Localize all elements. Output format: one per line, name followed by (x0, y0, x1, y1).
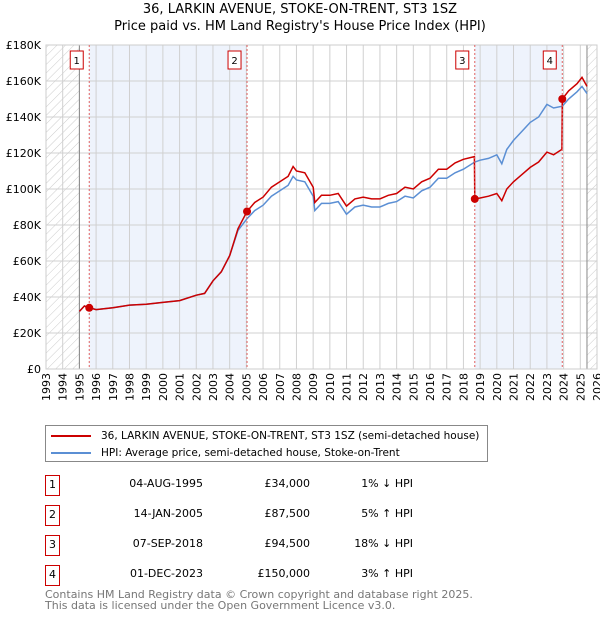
x-tick-label: 2020 (491, 373, 504, 401)
x-tick-label: 2023 (541, 373, 554, 401)
sale-date: 01-DEC-2023 (129, 567, 203, 580)
x-tick-label: 2015 (407, 373, 420, 401)
x-tick-label: 2000 (157, 373, 170, 401)
legend-item-hpi: HPI: Average price, semi-detached house,… (46, 445, 400, 461)
x-tick-label: 2022 (524, 373, 537, 401)
sale-price: £87,500 (264, 507, 311, 520)
x-tick-label: 2013 (374, 373, 387, 401)
y-tick-label: £80K (13, 219, 42, 232)
price-chart: 1 2 3 4 1993 1994 1995 1996 1997 1998 1999 2000 2001… (6, 39, 600, 401)
sale-date: 07-SEP-2018 (132, 537, 203, 550)
sale-number-label: 2 (231, 56, 237, 67)
x-tick-label: 2002 (190, 373, 203, 401)
x-tick-label: 1999 (140, 373, 153, 401)
sale-number-label: 3 (459, 56, 465, 67)
x-tick-label: 2008 (290, 373, 303, 401)
x-tick-label: 1993 (40, 373, 53, 401)
legend-item-property: 36, LARKIN AVENUE, STOKE-ON-TRENT, ST3 1… (46, 428, 479, 444)
sale-number-box (542, 50, 557, 70)
x-tick-label: 2009 (307, 373, 320, 401)
sale-number-badge: 4 (45, 565, 60, 586)
x-tick-label: 2012 (357, 373, 370, 401)
x-tick-label: 1996 (90, 373, 103, 401)
y-tick-label: £20K (13, 327, 42, 340)
sale-price: £34,000 (264, 477, 311, 490)
property-price-line (78, 76, 588, 312)
hpi-diff: 5% ↑ HPI (361, 507, 413, 520)
y-tick-label: £180K (6, 39, 42, 52)
x-tick-label: 2007 (274, 373, 287, 401)
y-tick-label: £140K (6, 111, 42, 124)
legend-label-hpi: HPI: Average price, semi-detached house,… (101, 447, 400, 459)
plot-frame (45, 44, 598, 370)
sale-number-label: 1 (74, 56, 80, 67)
no-data-hatch-right (586, 45, 597, 369)
sale-number-badge: 2 (45, 505, 60, 526)
y-tick-label: £60K (13, 255, 42, 268)
x-tick-label: 2010 (324, 373, 337, 401)
x-tick-label: 2025 (574, 373, 587, 401)
table-row: 2 14-JAN-2005 £87,500 5% ↑ HPI (45, 505, 445, 526)
footer-line-2: This data is licensed under the Open Gov… (45, 599, 396, 612)
y-tick-label: £40K (13, 291, 42, 304)
sale-number-box (69, 50, 84, 70)
legend-swatch-red (51, 435, 91, 437)
sale-point (470, 194, 479, 203)
x-tick-label: 2003 (207, 373, 220, 401)
x-tick-label: 2019 (474, 373, 487, 401)
x-tick-label: 2006 (257, 373, 270, 401)
chart-legend: 36, LARKIN AVENUE, STOKE-ON-TRENT, ST3 1… (45, 425, 488, 462)
x-tick-label: 2021 (508, 373, 521, 401)
y-tick-label: £120K (6, 147, 42, 160)
sale-point (85, 303, 94, 312)
chart-title: 36, LARKIN AVENUE, STOKE-ON-TRENT, ST3 1… (142, 2, 458, 17)
y-tick-label: £0 (27, 363, 41, 376)
x-tick-label: 2014 (391, 373, 404, 401)
sale-number-label: 4 (547, 56, 553, 67)
legend-swatch-blue (51, 452, 91, 454)
x-tick-label: 2005 (240, 373, 253, 401)
x-tick-label: 2004 (224, 373, 237, 401)
sale-point (243, 207, 252, 216)
x-tick-label: 1997 (107, 373, 120, 401)
x-tick-label: 2018 (457, 373, 470, 401)
x-tick-label: 1998 (123, 373, 136, 401)
sale-number-badge: 3 (45, 535, 60, 556)
sale-number-box (455, 50, 470, 70)
sale-date: 14-JAN-2005 (133, 507, 203, 520)
sale-point (558, 95, 567, 103)
legend-label-property: 36, LARKIN AVENUE, STOKE-ON-TRENT, ST3 1… (101, 430, 480, 442)
hpi-diff: 3% ↑ HPI (361, 567, 413, 580)
y-tick-label: £100K (6, 183, 42, 196)
table-row: 1 04-AUG-1995 £34,000 1% ↓ HPI (45, 475, 445, 496)
x-tick-label: 1995 (73, 373, 86, 401)
table-row: 3 07-SEP-2018 £94,500 18% ↓ HPI (45, 535, 445, 556)
sale-date: 04-AUG-1995 (129, 477, 203, 490)
x-tick-label: 2011 (341, 373, 354, 401)
x-tick-label: 1994 (57, 373, 70, 401)
table-row: 4 01-DEC-2023 £150,000 3% ↑ HPI (45, 565, 445, 586)
x-tick-label: 2017 (441, 373, 454, 401)
x-tick-label: 2026 (591, 373, 600, 401)
sale-number-badge: 1 (45, 475, 60, 496)
footer-line-1: Contains HM Land Registry data © Crown c… (45, 588, 473, 601)
ownership-shade (474, 45, 563, 369)
y-tick-label: £160K (6, 75, 42, 88)
x-tick-label: 2016 (424, 373, 437, 401)
footer-attribution: Contains HM Land Registry data © Crown c… (45, 589, 473, 611)
hpi-diff: 1% ↓ HPI (361, 477, 413, 490)
sale-price: £94,500 (264, 537, 311, 550)
chart-subtitle: Price paid vs. HM Land Registry's House … (114, 19, 486, 34)
sale-number-box (227, 50, 242, 70)
ownership-shade (89, 45, 248, 369)
sale-price: £150,000 (257, 567, 311, 580)
hpi-diff: 18% ↓ HPI (354, 537, 413, 550)
x-tick-label: 2001 (174, 373, 187, 401)
x-tick-label: 2024 (558, 373, 571, 401)
